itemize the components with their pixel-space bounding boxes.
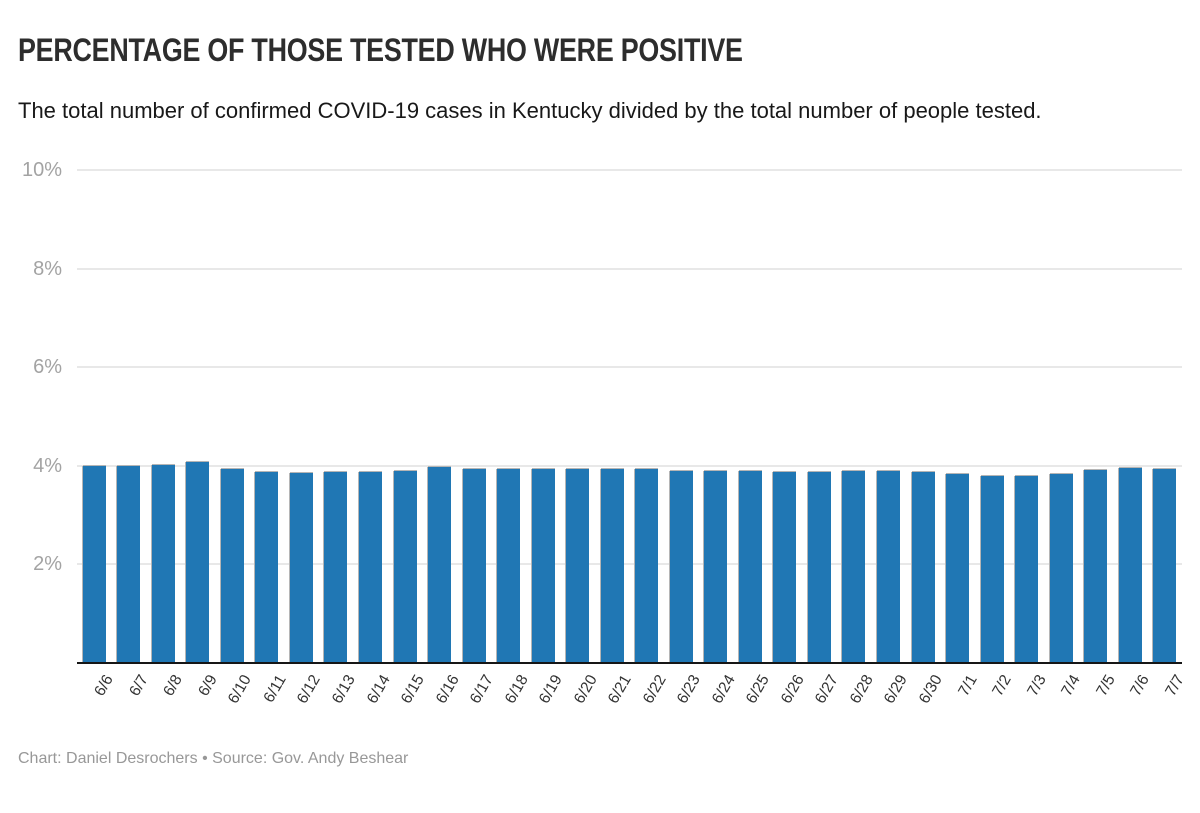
x-tick-label: 6/18 — [501, 672, 532, 707]
x-tick-label: 6/15 — [397, 672, 428, 707]
x-tick-label: 6/10 — [225, 672, 256, 707]
x-tick-label: 6/27 — [812, 672, 843, 707]
y-tick-label: 8% — [33, 257, 62, 280]
x-tick-label: 6/23 — [674, 672, 705, 707]
bar — [911, 472, 935, 663]
bar — [946, 473, 970, 663]
x-tick-label: 6/14 — [363, 672, 394, 707]
x-tick-label: 6/17 — [467, 672, 497, 707]
bar — [876, 471, 900, 663]
x-tick-label: 6/25 — [743, 672, 774, 707]
bar — [186, 461, 210, 663]
bar — [1084, 470, 1108, 663]
bar — [497, 469, 521, 663]
gridline — [77, 366, 1182, 369]
bar — [255, 472, 279, 663]
gridline — [77, 563, 1182, 566]
y-tick-label: 2% — [33, 553, 62, 576]
gridline — [77, 169, 1182, 171]
x-tick-label: 6/13 — [328, 672, 359, 707]
plot-area: 6/6 6/7 6/8 6/9 6/10 6/11 6/12 6/13 6/14 6/15 6/16… — [77, 169, 1187, 707]
bar — [1015, 475, 1039, 663]
bar — [635, 469, 659, 663]
bar — [1153, 468, 1177, 663]
gridline — [77, 464, 1182, 467]
bar — [980, 475, 1004, 663]
bar — [117, 465, 141, 663]
bar — [428, 467, 452, 663]
x-tick-label: 6/11 — [260, 672, 290, 706]
bar — [1118, 468, 1142, 663]
x-tick-label: 6/20 — [570, 672, 601, 707]
y-tick-label: 10% — [21, 159, 62, 181]
x-tick-label: 7/4 — [1058, 672, 1084, 700]
x-tick-label: 6/6 — [91, 672, 117, 700]
x-tick-label: 7/7 — [1161, 672, 1188, 700]
x-tick-label: 6/19 — [536, 672, 566, 707]
x-tick-label: 6/7 — [126, 672, 152, 700]
bar — [324, 472, 348, 663]
bar — [531, 469, 555, 663]
x-tick-label: 6/12 — [294, 672, 325, 707]
x-tick-label: 6/24 — [708, 672, 739, 707]
chart-credit: Chart: Daniel Desrochers • Source: Gov. … — [18, 750, 409, 767]
x-tick-label: 6/28 — [846, 672, 877, 707]
gridline — [77, 267, 1182, 270]
x-tick-label: 6/8 — [160, 672, 187, 700]
bar — [807, 472, 831, 663]
bar — [738, 470, 762, 663]
bar — [600, 469, 624, 663]
x-tick-label: 7/2 — [989, 672, 1015, 700]
bar — [704, 470, 728, 663]
x-tick-label: 6/30 — [915, 672, 946, 707]
chart-title: PERCENTAGE OF THOSE TESTED WHO WERE POSI… — [18, 32, 743, 69]
bar — [82, 465, 106, 663]
bar — [842, 471, 866, 663]
x-tick-label: 7/3 — [1023, 672, 1050, 700]
bar — [669, 470, 693, 663]
bar — [462, 468, 486, 663]
x-axis-line — [77, 662, 1182, 664]
bar — [151, 465, 175, 663]
bar — [1049, 473, 1073, 663]
x-tick-label: 6/29 — [881, 672, 912, 707]
bar — [289, 472, 313, 663]
y-tick-label: 6% — [33, 356, 62, 379]
x-tick-label: 7/5 — [1092, 672, 1119, 700]
x-tick-label: 6/16 — [432, 672, 463, 707]
x-tick-label: 6/26 — [777, 672, 808, 707]
bar — [359, 472, 383, 663]
x-tick-label: 7/1 — [954, 672, 981, 700]
x-tick-label: 6/21 — [605, 672, 635, 707]
x-tick-label: 7/6 — [1127, 672, 1153, 700]
chart-subtitle: The total number of confirmed COVID-19 c… — [18, 98, 1042, 123]
bar — [220, 468, 244, 663]
bar — [393, 470, 417, 663]
x-tick-label: 6/9 — [195, 672, 221, 700]
bar — [773, 472, 797, 663]
y-tick-label: 4% — [33, 454, 62, 477]
bar — [566, 469, 590, 663]
x-tick-label: 6/22 — [639, 672, 670, 707]
